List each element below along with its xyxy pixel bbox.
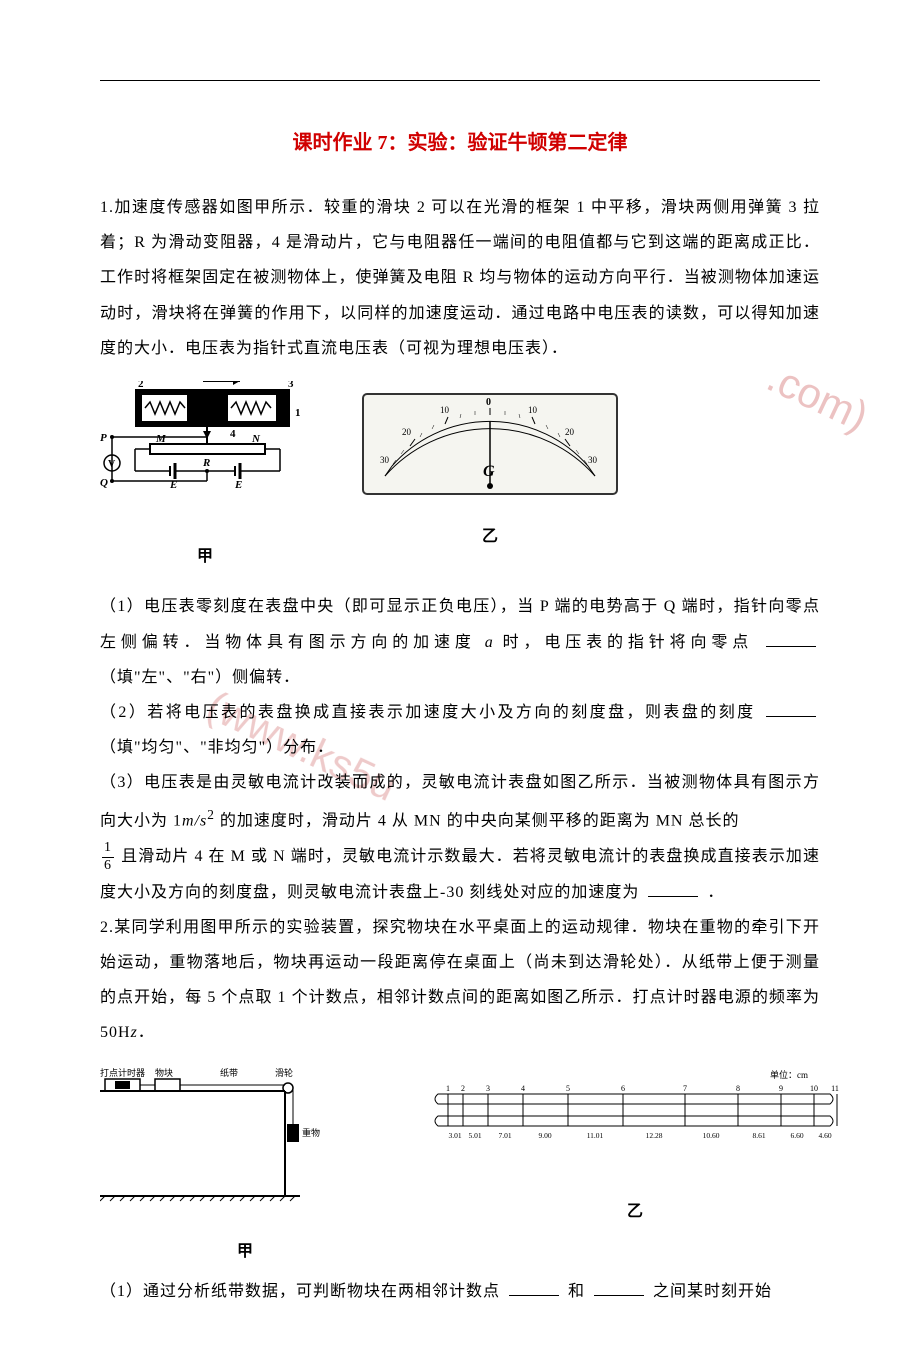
blank-4 (509, 1280, 559, 1296)
svg-text:3: 3 (486, 1084, 490, 1093)
figure-row-2: 打点计时器 物块 纸带 滑轮 重物 (100, 1066, 820, 1269)
caption-yi-1: 乙 (360, 519, 620, 554)
apparatus-diagram: 打点计时器 物块 纸带 滑轮 重物 (100, 1066, 390, 1216)
svg-text:6.60: 6.60 (790, 1131, 803, 1140)
svg-text:10: 10 (440, 405, 450, 415)
svg-text:0: 0 (486, 397, 491, 408)
svg-text:N: N (251, 433, 261, 445)
svg-text:30: 30 (380, 455, 390, 465)
q2-text-b: （填"均匀"、"非均匀"）分布． (100, 739, 334, 756)
page-title: 课时作业 7：实验：验证牛顿第二定律 (100, 121, 820, 165)
var-a: a (485, 634, 494, 651)
p2-intro-text: 2.某同学利用图甲所示的实验装置，探究物块在水平桌面上的运动规律．物块在重物的牵… (100, 919, 820, 1042)
svg-text:纸带: 纸带 (220, 1067, 238, 1078)
tape-figure: 单位：cm 1 2 3 4 5 6 (430, 1066, 840, 1229)
svg-text:2: 2 (138, 381, 144, 390)
svg-text:8.61: 8.61 (752, 1131, 765, 1140)
q3-text-d: ． (702, 884, 724, 901)
svg-text:R: R (202, 457, 210, 469)
problem-2-q1: （1）通过分析纸带数据，可判断物块在两相邻计数点 和 之间某时刻开始 (100, 1274, 820, 1309)
svg-text:9.00: 9.00 (538, 1131, 551, 1140)
svg-text:V: V (108, 459, 116, 470)
q1-text-c: （填"左"、"右"）侧偏转． (100, 669, 300, 686)
svg-text:5: 5 (566, 1084, 570, 1093)
p2q1-c: 之间某时刻开始 (648, 1283, 772, 1300)
svg-text:5.01: 5.01 (468, 1131, 481, 1140)
caption-jia-1: 甲 (100, 539, 310, 574)
circuit-figure: 2 3 1 a 4 M N R E E (100, 381, 310, 574)
svg-text:8: 8 (736, 1084, 740, 1093)
svg-text:20: 20 (402, 427, 412, 437)
fraction-den: 6 (102, 858, 114, 875)
svg-text:物块: 物块 (155, 1067, 173, 1078)
svg-text:2: 2 (461, 1084, 465, 1093)
problem-2-intro: 2.某同学利用图甲所示的实验装置，探究物块在水平桌面上的运动规律．物块在重物的牵… (100, 910, 820, 1051)
sup-2: 2 (207, 807, 215, 822)
svg-text:20: 20 (565, 427, 575, 437)
svg-text:3: 3 (288, 381, 294, 390)
q2-text-a: （2）若将电压表的表盘换成直接表示加速度大小及方向的刻度盘，则表盘的刻度 (100, 704, 762, 721)
svg-text:重物: 重物 (302, 1127, 320, 1138)
p2q1-b: 和 (563, 1283, 590, 1300)
svg-text:P: P (100, 432, 107, 444)
hz-z: z (131, 1024, 138, 1041)
svg-text:9: 9 (779, 1084, 783, 1093)
caption-yi-2: 乙 (430, 1194, 840, 1229)
svg-text:4: 4 (230, 428, 236, 440)
top-rule (100, 80, 820, 81)
problem-1-q1: （1）电压表零刻度在表盘中央（即可显示正负电压），当 P 端的电势高于 Q 端时… (100, 589, 820, 695)
blank-2 (766, 701, 816, 717)
svg-text:滑轮: 滑轮 (275, 1067, 293, 1078)
svg-text:4: 4 (521, 1084, 525, 1093)
apparatus-figure: 打点计时器 物块 纸带 滑轮 重物 (100, 1066, 390, 1269)
blank-1 (766, 631, 816, 647)
svg-text:3.01: 3.01 (448, 1131, 461, 1140)
problem-1-q2: （2）若将电压表的表盘换成直接表示加速度大小及方向的刻度盘，则表盘的刻度 （填"… (100, 695, 820, 765)
svg-text:Q: Q (100, 477, 108, 489)
svg-text:7: 7 (683, 1084, 687, 1093)
svg-text:6: 6 (621, 1084, 625, 1093)
svg-text:单位：cm: 单位：cm (770, 1069, 808, 1080)
svg-text:10: 10 (528, 405, 538, 415)
svg-text:1: 1 (295, 407, 301, 419)
q3-text-b: 的加速度时，滑动片 4 从 MN 的中央向某侧平移的距离为 MN 总长的 (215, 813, 740, 830)
svg-text:打点计时器: 打点计时器 (100, 1067, 145, 1078)
galvanometer-dial: 30 20 10 0 10 20 30 G (360, 391, 620, 501)
svg-text:11: 11 (831, 1084, 839, 1093)
figure-row-1: .com) 2 3 1 a 4 M N R (100, 381, 820, 574)
blank-3 (648, 881, 698, 897)
meter-figure: 30 20 10 0 10 20 30 G 乙 (360, 391, 620, 554)
svg-text:1: 1 (446, 1084, 450, 1093)
svg-text:4.60: 4.60 (818, 1131, 831, 1140)
svg-text:10.60: 10.60 (703, 1131, 720, 1140)
problem-1-q3: （3）电压表是由灵敏电流计改装而成的，灵敏电流计表盘如图乙所示．当被测物体具有图… (100, 765, 820, 910)
svg-text:10: 10 (810, 1084, 818, 1093)
svg-text:M: M (155, 433, 167, 445)
svg-text:12.28: 12.28 (646, 1131, 663, 1140)
tape-diagram: 单位：cm 1 2 3 4 5 6 (430, 1066, 840, 1166)
svg-text:E: E (234, 479, 242, 491)
problem-1-intro: 1.加速度传感器如图甲所示．较重的滑块 2 可以在光滑的框架 1 中平移，滑块两… (100, 190, 820, 366)
caption-jia-2: 甲 (100, 1234, 390, 1269)
unit-ms: m/s (182, 813, 207, 830)
svg-text:G: G (483, 463, 495, 480)
p2q1-a: （1）通过分析纸带数据，可判断物块在两相邻计数点 (100, 1283, 505, 1300)
fraction-1-6: 1 6 (102, 840, 114, 875)
p2-intro-end: ． (138, 1024, 155, 1041)
blank-5 (594, 1280, 644, 1296)
svg-text:7.01: 7.01 (498, 1131, 511, 1140)
fraction-num: 1 (102, 840, 114, 858)
svg-text:30: 30 (588, 455, 598, 465)
svg-text:11.01: 11.01 (587, 1131, 604, 1140)
q1-text-b: 时，电压表的指针将向零点 (494, 634, 762, 651)
circuit-diagram: 2 3 1 a 4 M N R E E (100, 381, 310, 521)
